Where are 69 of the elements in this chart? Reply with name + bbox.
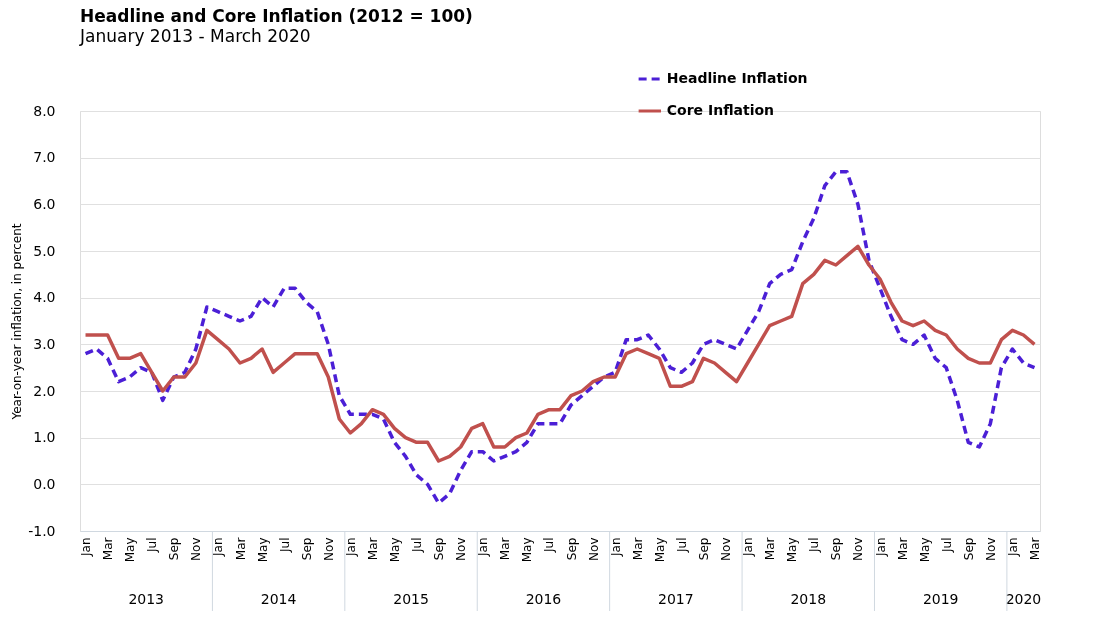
- x-tick-label: May: [387, 537, 402, 563]
- x-tick-label: Sep: [167, 537, 182, 561]
- x-tick-label: Nov: [586, 537, 601, 561]
- x-tick-label: Jul: [410, 537, 425, 553]
- text: 2019: [922, 591, 959, 607]
- x-tick-label: Sep: [696, 537, 711, 561]
- x-tick-label: Nov: [189, 537, 204, 561]
- text: 2013: [128, 591, 165, 607]
- x-tick-label: Mar: [101, 537, 116, 561]
- x-tick-label: May: [652, 537, 667, 563]
- x-tick-label: Sep: [961, 537, 976, 561]
- x-tick-label: Jul: [277, 537, 292, 553]
- legend-label: Headline Inflation: [666, 70, 808, 86]
- x-tick-label: Nov: [321, 537, 336, 561]
- x-tick-label: Sep: [829, 537, 844, 561]
- y-tick-label: 6.0: [33, 195, 56, 212]
- x-tick-label: Nov: [719, 537, 734, 561]
- y-tick-label: 5.0: [33, 242, 56, 259]
- x-tick-label: Jan: [873, 537, 888, 557]
- y-tick-label: 7.0: [33, 149, 56, 166]
- text: 2014: [260, 591, 297, 607]
- x-tick-label: Jan: [608, 537, 623, 557]
- legend-label: Core Inflation: [666, 102, 775, 118]
- x-tick-label: May: [123, 537, 138, 563]
- x-tick-label: Mar: [630, 537, 645, 561]
- text: 2018: [790, 591, 827, 607]
- x-tick-label: May: [917, 537, 932, 563]
- y-tick-label: 0.0: [33, 475, 56, 492]
- y-tick-label: -1.0: [28, 522, 56, 539]
- text: 2016: [525, 591, 562, 607]
- x-tick-label: Nov: [851, 537, 866, 561]
- text: 2020: [1005, 591, 1042, 607]
- y-axis-title: Year-on-year inflation, in percent: [10, 223, 25, 421]
- x-tick-label: Nov: [454, 537, 469, 561]
- y-tick-label: 3.0: [33, 335, 56, 352]
- chart-title: Headline and Core Inflation (2012 = 100): [80, 6, 473, 26]
- x-tick-label: Mar: [1027, 537, 1042, 561]
- x-tick-label: Jul: [542, 537, 557, 553]
- x-tick-label: Jul: [674, 537, 689, 553]
- x-tick-label: May: [255, 537, 270, 563]
- x-tick-label: Mar: [763, 537, 778, 561]
- y-tick-label: 4.0: [33, 289, 56, 306]
- x-tick-label: Jan: [1005, 537, 1020, 557]
- x-tick-label: May: [520, 537, 535, 563]
- text: 2017: [658, 591, 694, 607]
- line-series: [83, 169, 1037, 505]
- x-tick-label: Sep: [564, 537, 579, 561]
- chart-subtitle: January 2013 - March 2020: [79, 26, 311, 46]
- x-tick-label: Jan: [476, 537, 491, 557]
- x-tick-label: Jan: [211, 537, 226, 557]
- y-tick-label: 8.0: [33, 102, 56, 119]
- x-tick-label: Sep: [299, 537, 314, 561]
- x-tick-label: Jan: [741, 537, 756, 557]
- x-tick-label: Nov: [983, 537, 998, 561]
- x-tick-label: Mar: [233, 537, 248, 561]
- x-tick-label: Mar: [498, 537, 513, 561]
- x-tick-label: Mar: [895, 537, 910, 561]
- y-tick-label: 1.0: [33, 429, 56, 446]
- text: 2015: [393, 591, 429, 607]
- x-tick-label: Sep: [432, 537, 447, 561]
- x-tick-label: Jul: [145, 537, 160, 553]
- x-tick-label: May: [785, 537, 800, 563]
- x-tick-label: Mar: [365, 537, 380, 561]
- x-tick-label: Jan: [79, 537, 94, 557]
- x-tick-label: Jul: [939, 537, 954, 553]
- y-tick-label: 2.0: [33, 382, 56, 399]
- x-tick-label: Jan: [343, 537, 358, 557]
- line-series: [83, 244, 1037, 463]
- x-tick-label: Jul: [807, 537, 822, 553]
